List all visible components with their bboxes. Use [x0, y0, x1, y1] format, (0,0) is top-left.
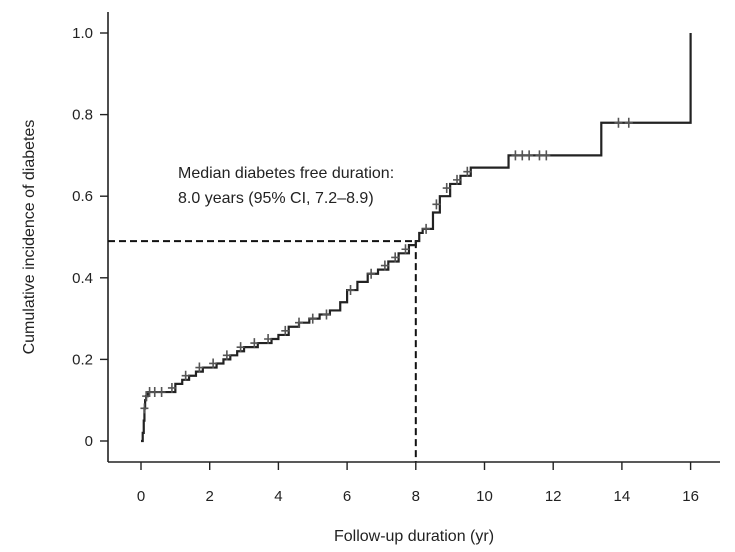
censor-mark	[367, 268, 376, 279]
censor-mark	[236, 342, 245, 353]
censor-mark	[167, 382, 176, 393]
y-tick-label: 0.6	[72, 188, 93, 205]
censor-mark	[264, 334, 273, 344]
censor-mark	[380, 260, 389, 271]
censor-mark	[422, 223, 431, 234]
x-tick-label: 0	[137, 488, 145, 505]
censor-mark	[614, 117, 623, 128]
censor-mark	[542, 150, 551, 161]
censor-mark	[181, 370, 190, 381]
x-tick-label: 6	[343, 488, 351, 505]
censor-mark	[432, 199, 441, 210]
ticks: 0 2 4 6 8 10 12 14 16 0 0.2 0.4 0.6 0.8 1.0	[72, 25, 699, 505]
censor-mark	[453, 174, 462, 185]
x-tick-label: 14	[614, 488, 631, 505]
censor-mark	[308, 313, 317, 324]
x-tick-label: 2	[206, 488, 214, 505]
censor-mark	[511, 150, 520, 161]
median-reference-lines	[108, 240, 417, 462]
censor-mark	[209, 358, 218, 369]
censor-mark	[195, 362, 204, 373]
x-axis-title: Follow-up duration (yr)	[334, 528, 494, 545]
x-tick-label: 8	[412, 488, 420, 505]
censor-mark	[150, 387, 159, 398]
censor-mark	[281, 325, 290, 336]
annotation-line-1: Median diabetes free duration:	[178, 165, 394, 182]
censor-mark	[401, 244, 410, 255]
censor-mark	[525, 150, 534, 161]
y-axis-title: Cumulative incidence of diabetes	[21, 120, 38, 355]
censor-mark	[222, 350, 231, 361]
censor-mark	[157, 387, 166, 398]
axes	[107, 12, 720, 463]
annotation-line-2: 8.0 years (95% CI, 7.2–8.9)	[178, 190, 374, 207]
censor-mark	[535, 150, 544, 161]
x-tick-label: 16	[682, 488, 699, 505]
y-tick-label: 0.4	[72, 270, 93, 287]
censor-mark	[442, 183, 451, 194]
censor-mark	[624, 117, 633, 128]
censor-mark	[250, 338, 259, 349]
censor-mark	[346, 285, 355, 296]
y-tick-label: 0.2	[72, 351, 93, 368]
x-tick-label: 4	[274, 488, 282, 505]
censor-marks	[140, 117, 633, 414]
y-tick-label: 1.0	[72, 25, 93, 42]
censor-mark	[140, 403, 149, 414]
censor-mark	[518, 150, 527, 161]
y-tick-label: 0	[85, 433, 93, 450]
censor-mark	[322, 309, 331, 320]
censor-mark	[295, 317, 304, 328]
censor-mark	[391, 252, 400, 263]
x-tick-label: 10	[476, 488, 493, 505]
censor-mark	[463, 166, 472, 177]
x-tick-label: 12	[545, 488, 562, 505]
y-tick-label: 0.8	[72, 107, 93, 124]
